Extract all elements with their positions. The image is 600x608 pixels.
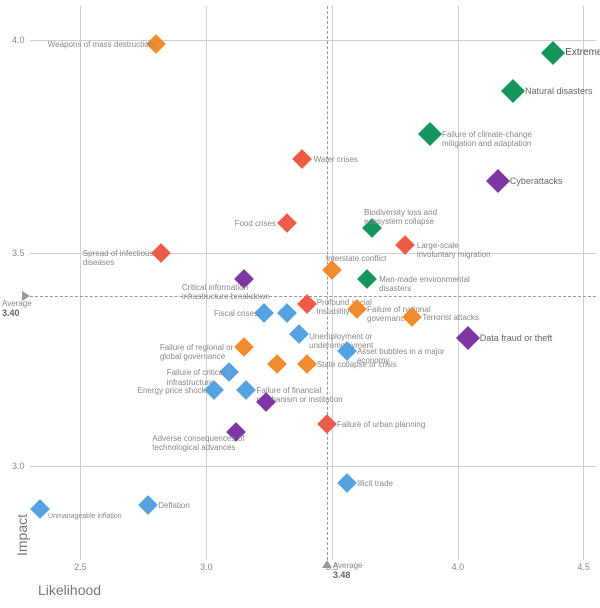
x-gridline (332, 6, 333, 560)
risk-point-label: Spread of infectious diseases (83, 249, 154, 267)
y-tick-label: 3.5 (12, 248, 25, 258)
risk-point-label: Illicit trade (357, 479, 393, 488)
risk-point-label: Natural disasters (525, 86, 593, 96)
risk-point-label: Energy price shock (138, 386, 206, 395)
risk-point-label: Failure of national governance (367, 305, 431, 323)
risk-point-label: Terrorist attacks (422, 313, 478, 322)
y-tick-label: 4.0 (12, 35, 25, 45)
x-tick-label: 2.5 (74, 562, 87, 572)
risk-point-label: Biodiversity loss and ecosystem collapse (364, 208, 437, 226)
risk-point-label: Interstate conflict (326, 254, 386, 263)
x-gridline (80, 6, 81, 560)
x-tick-label: 4.5 (577, 562, 590, 572)
y-tick-label: 3.0 (12, 461, 25, 471)
risk-point-label: Extreme weather events (565, 47, 600, 59)
risk-point-label: Critical information infrastructure brea… (182, 283, 270, 301)
x-axis-label: Likelihood (38, 582, 101, 598)
risk-point-label: Deflation (158, 501, 190, 510)
risk-point-label: Data fraud or theft (480, 333, 553, 343)
x-tick-label: 4.0 (452, 562, 465, 572)
risk-point-label: Water crises (314, 155, 358, 164)
risk-point-label: Man-made environmental disasters (379, 275, 470, 293)
risk-scatter-chart: Impact Likelihood 2.53.03.54.04.53.03.54… (0, 0, 600, 608)
y-gridline (30, 466, 596, 467)
x-tick-label: 3.0 (200, 562, 213, 572)
risk-point-label: Cyberattacks (510, 176, 563, 186)
risk-point-label: Failure of urban planning (337, 420, 426, 429)
risk-point-label: Failure of regional or global governance (160, 343, 233, 361)
risk-point-label: Large-scale involuntary migration (417, 241, 491, 259)
risk-point-label: Failure of climate-change mitigation and… (442, 130, 532, 148)
risk-point-label: State collapse or crisis (317, 360, 397, 369)
y-average-line (30, 296, 596, 297)
risk-point-label: Unmanageable inflation (48, 513, 122, 521)
risk-point-label: Fiscal crises (214, 309, 258, 318)
x-average-line (327, 6, 328, 560)
risk-point-label: Food crises (235, 219, 276, 228)
y-average-label: Average3.40 (2, 300, 32, 319)
x-average-label: Average3.48 (333, 562, 363, 581)
y-axis-label: Impact (14, 514, 30, 556)
risk-point-label: Adverse consequences of technological ad… (152, 434, 244, 452)
x-average-triangle-icon (322, 560, 332, 568)
risk-point-label: Weapons of mass destruction (48, 40, 153, 49)
